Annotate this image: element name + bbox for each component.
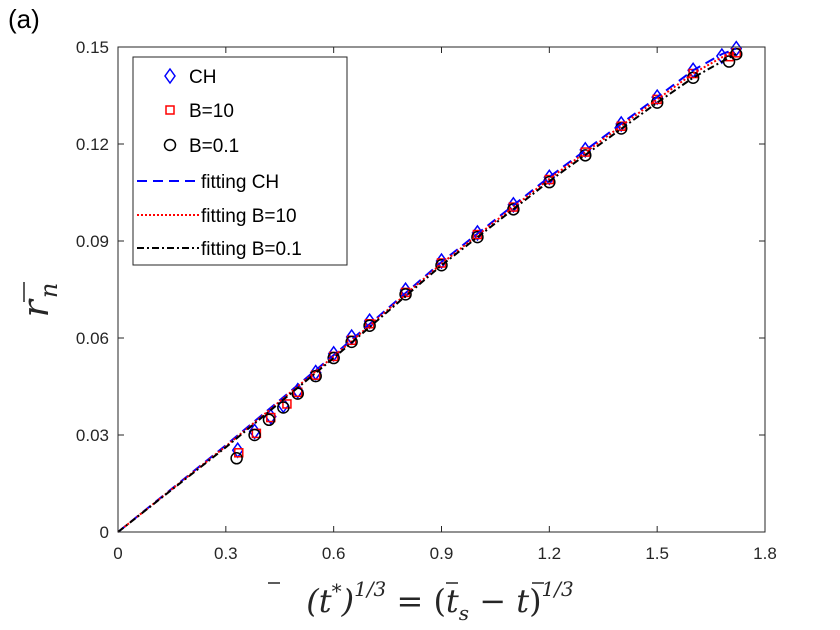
x-axis-label: (t*)1/3 = (ts − t)1/3	[268, 577, 574, 625]
legend-box	[132, 56, 348, 266]
data-point	[730, 40, 743, 57]
legend-entry: B=10	[165, 101, 234, 122]
data-point	[363, 319, 376, 332]
legend-symbol	[163, 138, 177, 152]
y-tick-label: 0	[100, 523, 109, 542]
y-tick-label: 0.09	[76, 232, 109, 251]
y-tick-label: 0.03	[76, 426, 109, 445]
legend-entry: fitting B=10	[137, 206, 297, 227]
data-point	[230, 452, 243, 465]
legend-label: fitting B=0.1	[201, 239, 302, 260]
y-tick-label: 0.12	[76, 135, 109, 154]
legend-entry: fitting CH	[137, 172, 279, 193]
x-tick-label: 0	[113, 544, 122, 563]
data-point	[309, 369, 322, 383]
data-point	[471, 230, 484, 244]
legend-label: fitting B=10	[201, 206, 297, 227]
y-tick-label: 0.06	[76, 329, 109, 348]
x-tick-label: 1.8	[753, 544, 777, 563]
data-point	[262, 413, 276, 427]
x-tick-label: 0.9	[430, 544, 454, 563]
legend-entry: CH	[164, 67, 216, 88]
data-point	[435, 259, 448, 272]
fit-line-dashdot	[117, 53, 737, 533]
legend-entry: B=0.1	[163, 136, 239, 157]
legend: CH B=10 B=0.1 fitting CH fitting B=10 fitting…	[132, 56, 348, 266]
data-point	[507, 203, 520, 216]
legend-label: fitting CH	[201, 172, 279, 193]
data-point	[345, 335, 358, 349]
legend-label: CH	[189, 67, 216, 88]
data-point	[729, 47, 743, 61]
data-point	[399, 288, 412, 301]
x-tick-label: 1.2	[538, 544, 562, 563]
y-tick-label: 0.15	[76, 38, 109, 57]
x-tick-label: 0.3	[214, 544, 238, 563]
axis-ticks: 0 0.3 0.6 0.9 1.2 1.5 1.8 0 0.03 0.06 0.09 0.12 0.15	[76, 38, 777, 563]
x-tick-label: 0.6	[322, 544, 346, 563]
legend-symbol	[164, 67, 176, 85]
data-point	[282, 399, 292, 409]
legend-symbol	[165, 105, 175, 115]
data-point	[327, 351, 340, 365]
legend-label: B=10	[189, 101, 234, 122]
data-point	[277, 401, 290, 414]
x-tick-label: 1.5	[645, 544, 669, 563]
svg-text:(t*)1/3 = (ts − t)1/3: (t*)1/3 = (ts − t)1/3	[306, 577, 573, 625]
data-point	[248, 428, 261, 442]
y-axis-label: rn	[16, 282, 63, 317]
panel-label: (a)	[8, 4, 40, 34]
svg-text:rn: rn	[16, 283, 63, 318]
plot-area	[117, 40, 743, 533]
legend-label: B=0.1	[189, 136, 239, 157]
legend-entry: fitting B=0.1	[137, 239, 302, 260]
